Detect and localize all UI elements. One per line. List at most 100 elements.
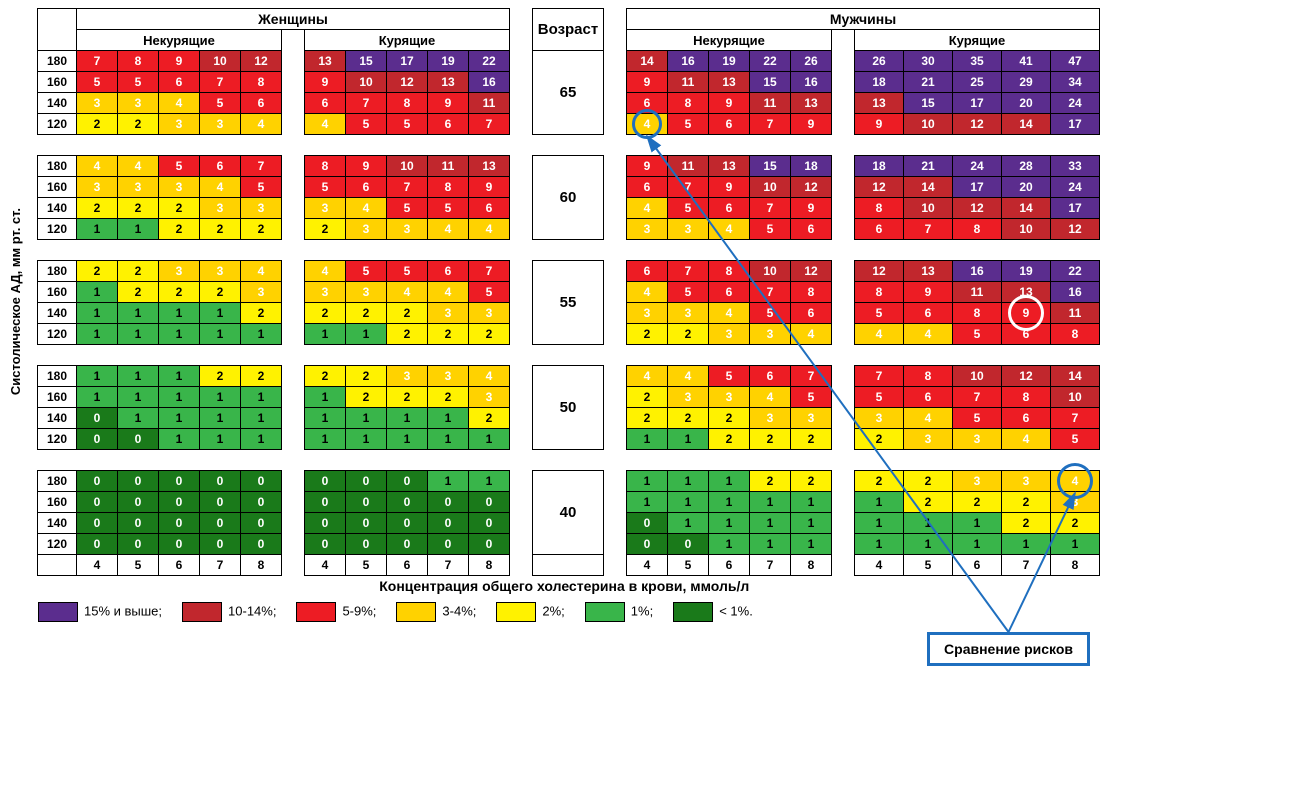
risk-cell: 2 [118,261,159,282]
risk-cell: 1 [750,534,791,555]
sub-men-smoke: Курящие [855,30,1100,51]
risk-cell: 4 [428,282,469,303]
risk-cell: 1 [77,303,118,324]
risk-cell: 3 [159,177,200,198]
bp-label: 140 [38,93,77,114]
risk-cell: 1 [953,513,1002,534]
legend-item: 15% и выше; [38,602,162,622]
risk-cell: 6 [200,156,241,177]
risk-cell: 4 [200,177,241,198]
risk-cell: 3 [855,408,904,429]
risk-cell: 7 [750,282,791,303]
risk-cell: 0 [428,513,469,534]
risk-cell: 6 [855,219,904,240]
risk-cell: 2 [668,324,709,345]
risk-cell: 16 [469,72,510,93]
risk-cell: 3 [750,324,791,345]
risk-cell: 9 [346,156,387,177]
risk-cell: 6 [241,93,282,114]
risk-cell: 2 [346,303,387,324]
risk-cell: 0 [387,534,428,555]
risk-cell: 2 [469,324,510,345]
risk-cell: 2 [305,219,346,240]
risk-cell: 10 [200,51,241,72]
risk-cell: 0 [159,513,200,534]
risk-cell: 3 [428,303,469,324]
risk-cell: 12 [953,198,1002,219]
risk-cell: 7 [387,177,428,198]
risk-cell: 1 [118,366,159,387]
chol-label: 6 [387,555,428,576]
risk-cell: 20 [1002,93,1051,114]
risk-cell: 3 [791,408,832,429]
risk-cell: 1 [750,513,791,534]
risk-cell: 24 [1051,93,1100,114]
header-women: Женщины [77,9,510,30]
risk-cell: 15 [750,72,791,93]
risk-cell: 1 [159,324,200,345]
risk-cell: 2 [1051,513,1100,534]
risk-cell: 1 [118,324,159,345]
risk-cell: 7 [469,114,510,135]
risk-cell: 1 [855,534,904,555]
risk-cell: 18 [855,156,904,177]
risk-cell: 7 [346,93,387,114]
risk-cell: 1 [668,513,709,534]
risk-cell: 6 [627,261,668,282]
risk-cell: 6 [904,387,953,408]
risk-cell: 4 [428,219,469,240]
risk-cell: 12 [953,114,1002,135]
risk-cell: 12 [387,72,428,93]
risk-cell: 10 [750,177,791,198]
risk-cell: 6 [346,177,387,198]
age-label: 50 [533,366,604,450]
risk-cell: 11 [469,93,510,114]
risk-cell: 13 [428,72,469,93]
risk-cell: 5 [709,366,750,387]
risk-cell: 6 [159,72,200,93]
risk-cell: 2 [77,261,118,282]
bp-label: 120 [38,114,77,135]
risk-cell: 6 [791,219,832,240]
risk-cell: 1 [200,303,241,324]
risk-cell: 12 [1002,366,1051,387]
risk-cell: 3 [159,261,200,282]
risk-cell: 3 [387,219,428,240]
risk-cell: 2 [346,366,387,387]
risk-cell: 1 [469,429,510,450]
risk-cell: 3 [668,219,709,240]
risk-cell: 15 [346,51,387,72]
risk-cell: 0 [428,492,469,513]
risk-cell: 0 [346,534,387,555]
risk-cell: 2 [1002,513,1051,534]
risk-cell: 2 [77,114,118,135]
risk-cell: 3 [200,114,241,135]
risk-cell: 5 [387,261,428,282]
risk-cell: 1 [77,366,118,387]
risk-cell: 0 [200,471,241,492]
risk-cell: 16 [1051,282,1100,303]
risk-cell: 1 [668,429,709,450]
risk-cell: 5 [387,114,428,135]
risk-cell: 4 [855,324,904,345]
risk-cell: 0 [77,429,118,450]
risk-cell: 1 [200,429,241,450]
risk-cell: 13 [791,93,832,114]
risk-cell: 6 [1002,324,1051,345]
risk-cell: 4 [627,366,668,387]
risk-cell: 1 [469,471,510,492]
risk-cell: 2 [750,471,791,492]
risk-cell: 4 [1051,471,1100,492]
risk-cell: 29 [1002,72,1051,93]
risk-cell: 14 [1002,114,1051,135]
risk-cell: 1 [346,324,387,345]
risk-cell: 3 [1002,471,1051,492]
risk-cell: 7 [668,261,709,282]
risk-cell: 5 [428,198,469,219]
risk-cell: 5 [77,72,118,93]
bp-label: 160 [38,387,77,408]
risk-cell: 7 [469,261,510,282]
risk-cell: 28 [1002,156,1051,177]
chol-label: 7 [1002,555,1051,576]
risk-cell: 0 [241,513,282,534]
